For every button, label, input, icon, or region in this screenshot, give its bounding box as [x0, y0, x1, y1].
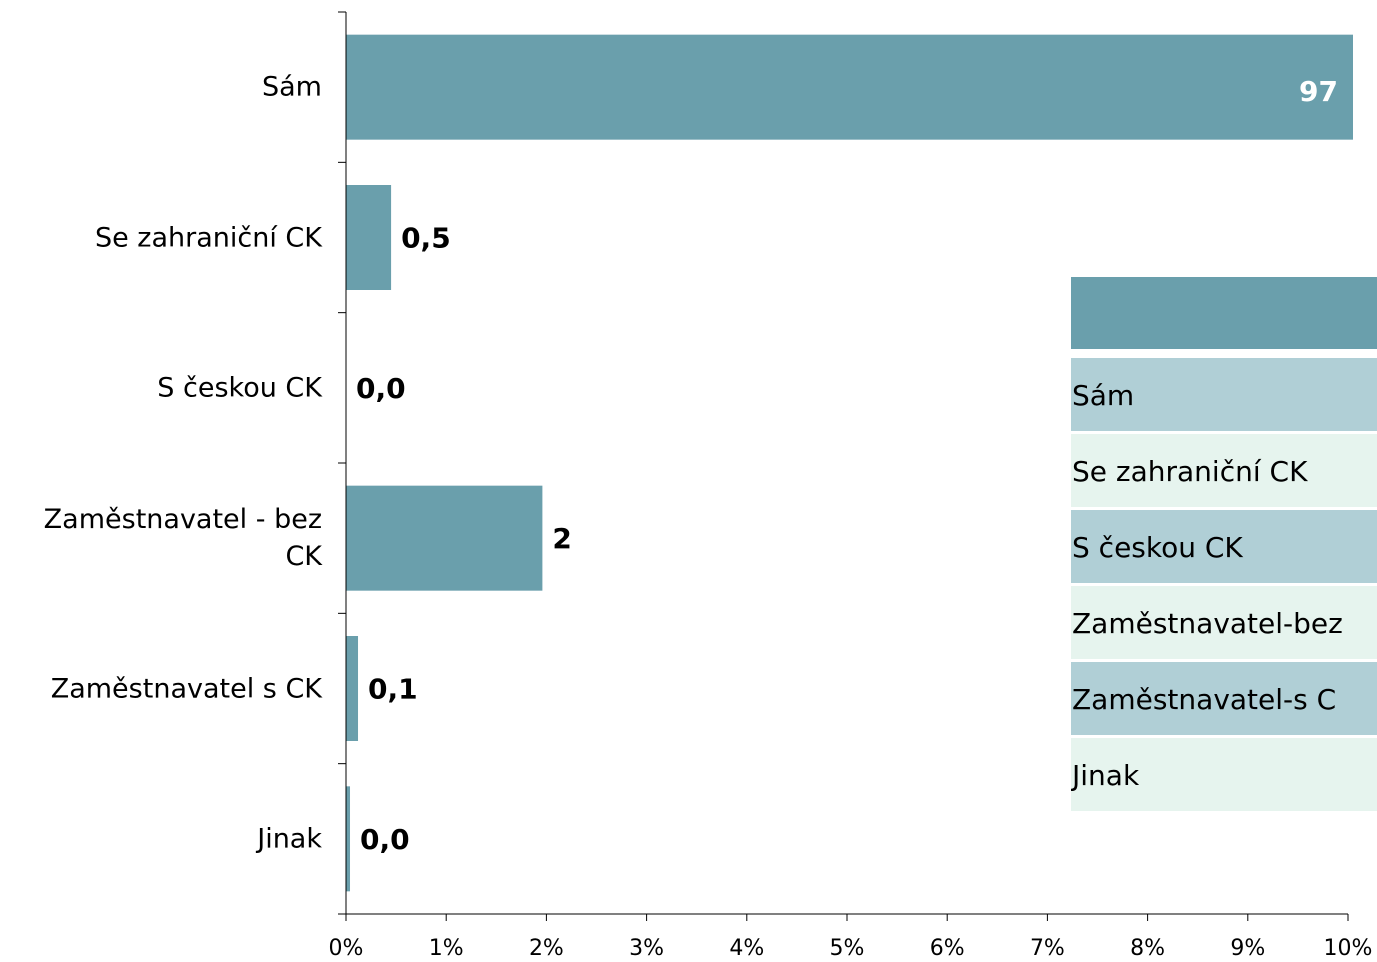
x-tick-label: 7% — [1030, 936, 1065, 961]
x-tick-label: 9% — [1230, 936, 1265, 961]
bar — [346, 636, 359, 741]
x-tick-label: 3% — [629, 936, 664, 961]
bar — [346, 185, 392, 290]
x-tick-label: 0% — [329, 936, 364, 961]
category-label: Zaměstnavatel - bez CK — [43, 504, 322, 573]
bars — [346, 34, 1353, 892]
bar — [346, 786, 351, 892]
x-tick-label: 8% — [1130, 936, 1165, 961]
category-label: Jinak — [257, 823, 322, 855]
category-label: Se zahraniční CK — [94, 222, 322, 253]
x-tick-label: 1% — [429, 936, 464, 961]
x-tick-label: 10% — [1324, 936, 1373, 961]
data-label: 97 — [1299, 75, 1338, 108]
bar — [346, 34, 1353, 140]
overlay-table: Sám Se zahraniční CK S českou CK Zaměstnava… — [1071, 277, 1377, 814]
data-label: 0,1 — [368, 673, 418, 706]
x-tick-label: 2% — [529, 936, 564, 961]
category-label: Sám — [262, 71, 322, 103]
x-tick-label: 4% — [729, 936, 764, 961]
table-row: Se zahraniční CK — [1071, 434, 1377, 507]
table-row: S českou CK — [1071, 510, 1377, 583]
x-tick-label: 5% — [830, 936, 865, 961]
table-row: Sám — [1071, 358, 1377, 431]
table-row: Jinak — [1071, 738, 1377, 811]
table-header — [1071, 277, 1377, 349]
bar — [346, 485, 543, 591]
data-label: 0,5 — [401, 222, 451, 255]
data-label: 0,0 — [360, 823, 410, 856]
table-row: Zaměstnavatel-bez — [1071, 586, 1377, 659]
category-label: S českou CK — [157, 372, 322, 404]
table-row: Zaměstnavatel-s C — [1071, 662, 1377, 735]
data-label: 0,0 — [356, 372, 406, 405]
category-label: Zaměstnavatel s CK — [50, 673, 322, 704]
x-tick-label: 6% — [930, 936, 965, 961]
data-label: 2 — [552, 522, 571, 555]
